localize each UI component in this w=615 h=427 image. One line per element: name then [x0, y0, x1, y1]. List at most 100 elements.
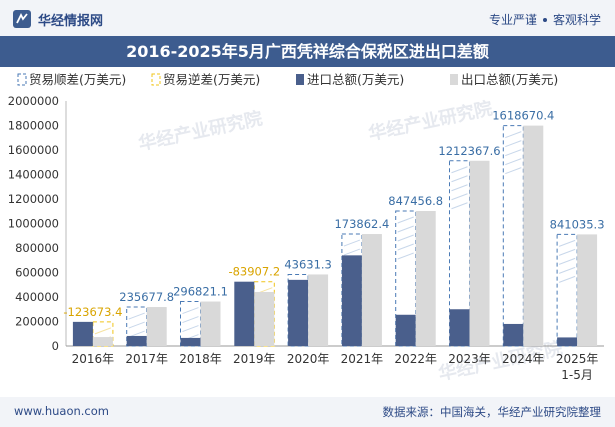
- legend-swatch-deficit: [151, 73, 161, 86]
- x-tick-label: 2017年: [125, 352, 168, 366]
- y-tick-label: 1200000: [8, 192, 59, 206]
- export-bar: [254, 291, 275, 346]
- hatch-line: [505, 158, 522, 166]
- import-bar: [503, 323, 524, 346]
- balance-hatch: [182, 307, 199, 342]
- tagline-separator: [542, 17, 547, 22]
- footer: www.huaon.com 数据来源：中国海关，华经产业研究院整理: [0, 397, 615, 427]
- import-bar: [395, 314, 416, 346]
- balance-hatch: [451, 166, 468, 210]
- chart: 华经产业研究院 华经产业研究院华经产业研究院0200000400000600000…: [8, 72, 605, 385]
- hatch-line: [94, 327, 112, 335]
- brand-name: 华经情报网: [38, 13, 104, 29]
- hatch-line: [558, 248, 576, 256]
- y-tick-label: 200000: [15, 315, 59, 329]
- hatch-line: [397, 252, 414, 260]
- legend-swatch-import: [296, 74, 304, 85]
- tagline-2: 客观科学: [552, 13, 601, 27]
- hatch-line: [451, 175, 468, 183]
- hatch-line: [451, 184, 468, 192]
- hatch-line: [558, 257, 576, 265]
- hatch-line: [343, 239, 361, 247]
- export-bar: [146, 307, 167, 346]
- import-bar: [72, 321, 93, 346]
- import-bar: [288, 279, 309, 346]
- import-bar: [126, 335, 147, 346]
- balance-label: 841035.3: [550, 217, 605, 231]
- legend-label-surplus: 贸易顺差(万美元): [29, 72, 126, 87]
- hatch-line: [397, 225, 414, 233]
- top-bar: 华经情报网 专业严谨 客观科学: [0, 0, 615, 36]
- hatch-line: [343, 248, 361, 256]
- balance-hatch: [505, 131, 522, 175]
- balance-hatch: [397, 216, 414, 260]
- legend-label-deficit: 贸易逆差(万美元): [163, 72, 260, 87]
- logo-icon: [13, 10, 31, 28]
- export-bar: [415, 211, 436, 346]
- hatch-line: [451, 202, 468, 210]
- balance-label: 235677.8: [119, 290, 174, 304]
- export-bar: [361, 234, 382, 346]
- hatch-line: [558, 275, 576, 283]
- surplus-box: [556, 233, 578, 347]
- y-tick-label: 1600000: [8, 143, 59, 157]
- x-tick-label: 2021年: [341, 352, 384, 366]
- hatch-line: [182, 325, 199, 333]
- balance-label: 296821.1: [173, 285, 228, 299]
- footer-source: 数据来源：中国海关，华经产业研究院整理: [382, 405, 602, 419]
- hatch-line: [128, 312, 145, 320]
- footer-website[interactable]: www.huaon.com: [14, 404, 109, 418]
- export-bar: [469, 160, 490, 346]
- hatch-line: [451, 193, 468, 201]
- balance-label: 1618670.4: [492, 109, 554, 123]
- balance-label: -123673.4: [63, 305, 122, 319]
- y-tick-label: 1000000: [8, 217, 59, 231]
- hatch-line: [505, 140, 522, 148]
- import-bar: [180, 337, 201, 346]
- tagline: 专业严谨 客观科学: [489, 11, 601, 28]
- hatch-line: [558, 239, 576, 247]
- y-tick-label: 1400000: [8, 168, 59, 182]
- x-tick-label: 2019年: [233, 352, 276, 366]
- watermark-2: 华经产业研究院: [366, 97, 494, 145]
- y-tick-label: 2000000: [8, 94, 59, 108]
- y-tick-label: 600000: [15, 266, 59, 280]
- legend-label-export: 出口总额(万美元): [461, 72, 558, 87]
- x-tick-label: 2020年: [287, 352, 330, 366]
- x-tick-label: 2022年: [394, 352, 437, 366]
- balance-label: -83907.2: [228, 265, 280, 279]
- legend-label-import: 进口总额(万美元): [307, 72, 404, 87]
- x-tick-label: 2018年: [179, 352, 222, 366]
- balance-hatch: [343, 239, 361, 256]
- balance-label: 1212367.6: [438, 144, 500, 158]
- hatch-line: [451, 166, 468, 174]
- y-tick-label: 0: [52, 339, 59, 353]
- y-tick-label: 800000: [15, 241, 59, 255]
- x-tick-label: 2016年: [72, 352, 115, 366]
- legend-swatch-surplus: [17, 73, 27, 86]
- export-bar: [308, 274, 329, 346]
- export-bar: [523, 125, 544, 346]
- hatch-line: [128, 321, 145, 329]
- export-bar: [92, 337, 113, 346]
- hatch-line: [505, 149, 522, 157]
- brand[interactable]: 华经情报网: [12, 9, 103, 29]
- hatch-line: [182, 316, 199, 324]
- chart-title: 2016-2025年5月广西凭祥综合保税区进出口差额: [0, 36, 615, 67]
- export-bar: [200, 301, 221, 346]
- hatch-line: [505, 167, 522, 175]
- x-tick-label: 1-5月: [561, 368, 593, 382]
- hatch-line: [558, 266, 576, 274]
- balance-hatch: [558, 239, 576, 283]
- hatch-line: [397, 216, 414, 224]
- import-bar: [234, 281, 255, 346]
- import-bar: [557, 337, 578, 346]
- import-bar: [449, 309, 470, 346]
- surplus-box: [502, 125, 524, 347]
- x-tick-label: 2025年: [556, 352, 599, 366]
- y-tick-label: 1800000: [8, 119, 59, 133]
- balance-label: 173862.4: [334, 217, 389, 231]
- hatch-line: [397, 234, 414, 242]
- legend-swatch-export: [450, 74, 458, 85]
- hatch-line: [505, 131, 522, 139]
